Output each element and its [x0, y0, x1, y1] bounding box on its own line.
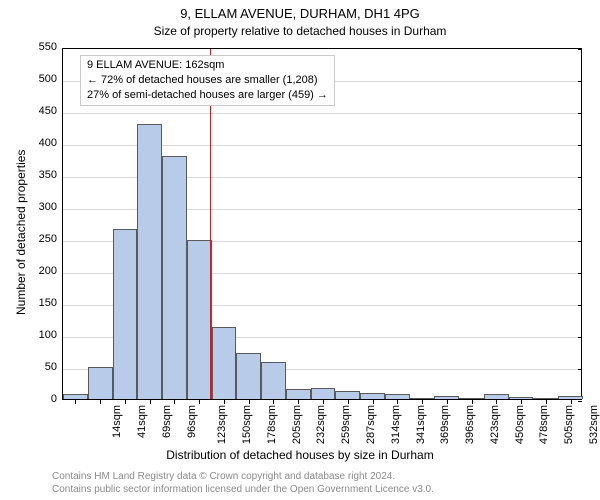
x-tick-mark: [571, 400, 572, 404]
y-tick-mark: [578, 337, 582, 338]
y-tick-label: 50: [45, 361, 57, 373]
histogram-bar: [236, 353, 261, 399]
annotation-line: 9 ELLAM AVENUE: 162sqm: [87, 58, 328, 73]
x-tick-label: 287sqm: [365, 405, 377, 444]
histogram-bar: [385, 394, 410, 399]
histogram-bar: [261, 362, 286, 399]
y-tick-label: 150: [39, 297, 57, 309]
x-tick-label: 205sqm: [291, 405, 303, 444]
annotation-line: 27% of semi-detached houses are larger (…: [87, 88, 328, 103]
histogram-bar: [113, 229, 138, 399]
y-tick-mark: [578, 81, 582, 82]
x-tick-mark: [521, 400, 522, 404]
histogram-bar: [286, 389, 311, 399]
histogram-bar: [63, 394, 88, 399]
x-tick-mark: [150, 400, 151, 404]
x-tick-label: 259sqm: [340, 405, 352, 444]
y-tick-mark: [578, 369, 582, 370]
histogram-bar: [360, 393, 385, 399]
x-tick-label: 396sqm: [464, 405, 476, 444]
chart-title: 9, ELLAM AVENUE, DURHAM, DH1 4PG: [0, 6, 600, 21]
credits-text: Contains HM Land Registry data © Crown c…: [52, 470, 434, 496]
y-tick-mark: [578, 305, 582, 306]
x-tick-mark: [447, 400, 448, 404]
x-tick-label: 41sqm: [136, 405, 148, 438]
y-axis-label: Number of detached properties: [14, 150, 28, 315]
histogram-bar: [162, 156, 187, 399]
x-tick-label: 232sqm: [316, 405, 328, 444]
histogram-bar: [533, 398, 558, 399]
x-tick-label: 14sqm: [111, 405, 123, 438]
x-tick-mark: [249, 400, 250, 404]
histogram-bar: [558, 396, 583, 399]
x-tick-label: 369sqm: [439, 405, 451, 444]
y-tick-mark: [578, 177, 582, 178]
x-tick-label: 450sqm: [514, 405, 526, 444]
x-tick-mark: [100, 400, 101, 404]
credit-line: Contains public sector information licen…: [52, 483, 434, 496]
x-tick-mark: [224, 400, 225, 404]
x-tick-mark: [298, 400, 299, 404]
x-tick-mark: [373, 400, 374, 404]
y-tick-mark: [578, 401, 582, 402]
x-tick-label: 150sqm: [241, 405, 253, 444]
histogram-bar: [187, 240, 212, 399]
y-tick-label: 500: [39, 73, 57, 85]
y-tick-label: 0: [51, 393, 57, 405]
y-tick-label: 450: [39, 105, 57, 117]
x-tick-label: 314sqm: [390, 405, 402, 444]
x-tick-label: 123sqm: [217, 405, 229, 444]
y-tick-mark: [578, 113, 582, 114]
credit-line: Contains HM Land Registry data © Crown c…: [52, 470, 434, 483]
x-tick-mark: [273, 400, 274, 404]
x-tick-label: 532sqm: [588, 405, 600, 444]
histogram-bar: [410, 398, 435, 399]
y-tick-mark: [578, 209, 582, 210]
x-tick-label: 341sqm: [415, 405, 427, 444]
x-tick-label: 505sqm: [563, 405, 575, 444]
x-tick-mark: [472, 400, 473, 404]
x-tick-mark: [422, 400, 423, 404]
x-tick-label: 178sqm: [266, 405, 278, 444]
y-tick-label: 300: [39, 201, 57, 213]
x-tick-label: 96sqm: [186, 405, 198, 438]
x-tick-mark: [323, 400, 324, 404]
histogram-bar: [484, 394, 509, 399]
x-tick-mark: [397, 400, 398, 404]
chart-subtitle: Size of property relative to detached ho…: [0, 24, 600, 38]
x-tick-label: 423sqm: [489, 405, 501, 444]
x-axis-label: Distribution of detached houses by size …: [0, 448, 600, 462]
y-tick-mark: [578, 49, 582, 50]
histogram-bar: [212, 327, 237, 399]
x-tick-mark: [199, 400, 200, 404]
x-tick-mark: [348, 400, 349, 404]
y-tick-mark: [578, 241, 582, 242]
x-tick-label: 478sqm: [538, 405, 550, 444]
x-tick-mark: [546, 400, 547, 404]
x-tick-mark: [496, 400, 497, 404]
x-tick-label: 69sqm: [161, 405, 173, 438]
y-tick-label: 400: [39, 137, 57, 149]
histogram-bar: [509, 397, 534, 399]
y-tick-label: 350: [39, 169, 57, 181]
y-tick-label: 200: [39, 265, 57, 277]
gridline-h: [63, 113, 581, 114]
y-tick-label: 550: [39, 41, 57, 53]
histogram-bar: [459, 398, 484, 399]
histogram-bar: [335, 391, 360, 399]
x-tick-mark: [174, 400, 175, 404]
histogram-bar: [311, 388, 336, 399]
x-tick-mark: [75, 400, 76, 404]
annotation-line: ← 72% of detached houses are smaller (1,…: [87, 73, 328, 88]
histogram-bar: [137, 124, 162, 399]
y-tick-label: 100: [39, 329, 57, 341]
annotation-box: 9 ELLAM AVENUE: 162sqm← 72% of detached …: [80, 55, 335, 106]
y-tick-mark: [578, 145, 582, 146]
y-tick-mark: [578, 273, 582, 274]
y-tick-label: 250: [39, 233, 57, 245]
x-tick-mark: [125, 400, 126, 404]
histogram-bar: [434, 396, 459, 399]
histogram-bar: [88, 367, 113, 399]
